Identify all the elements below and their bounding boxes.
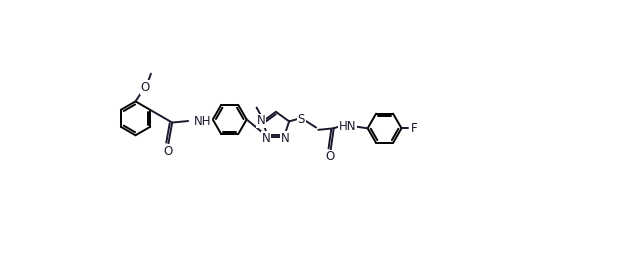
Text: O: O [163,145,172,158]
Text: O: O [140,81,149,94]
Text: N: N [281,132,290,145]
Text: S: S [298,112,305,126]
Text: F: F [411,122,418,135]
Text: HN: HN [339,120,356,133]
Text: O: O [325,150,335,163]
Text: NH: NH [194,115,212,128]
Text: N: N [262,132,271,145]
Text: N: N [257,114,266,127]
